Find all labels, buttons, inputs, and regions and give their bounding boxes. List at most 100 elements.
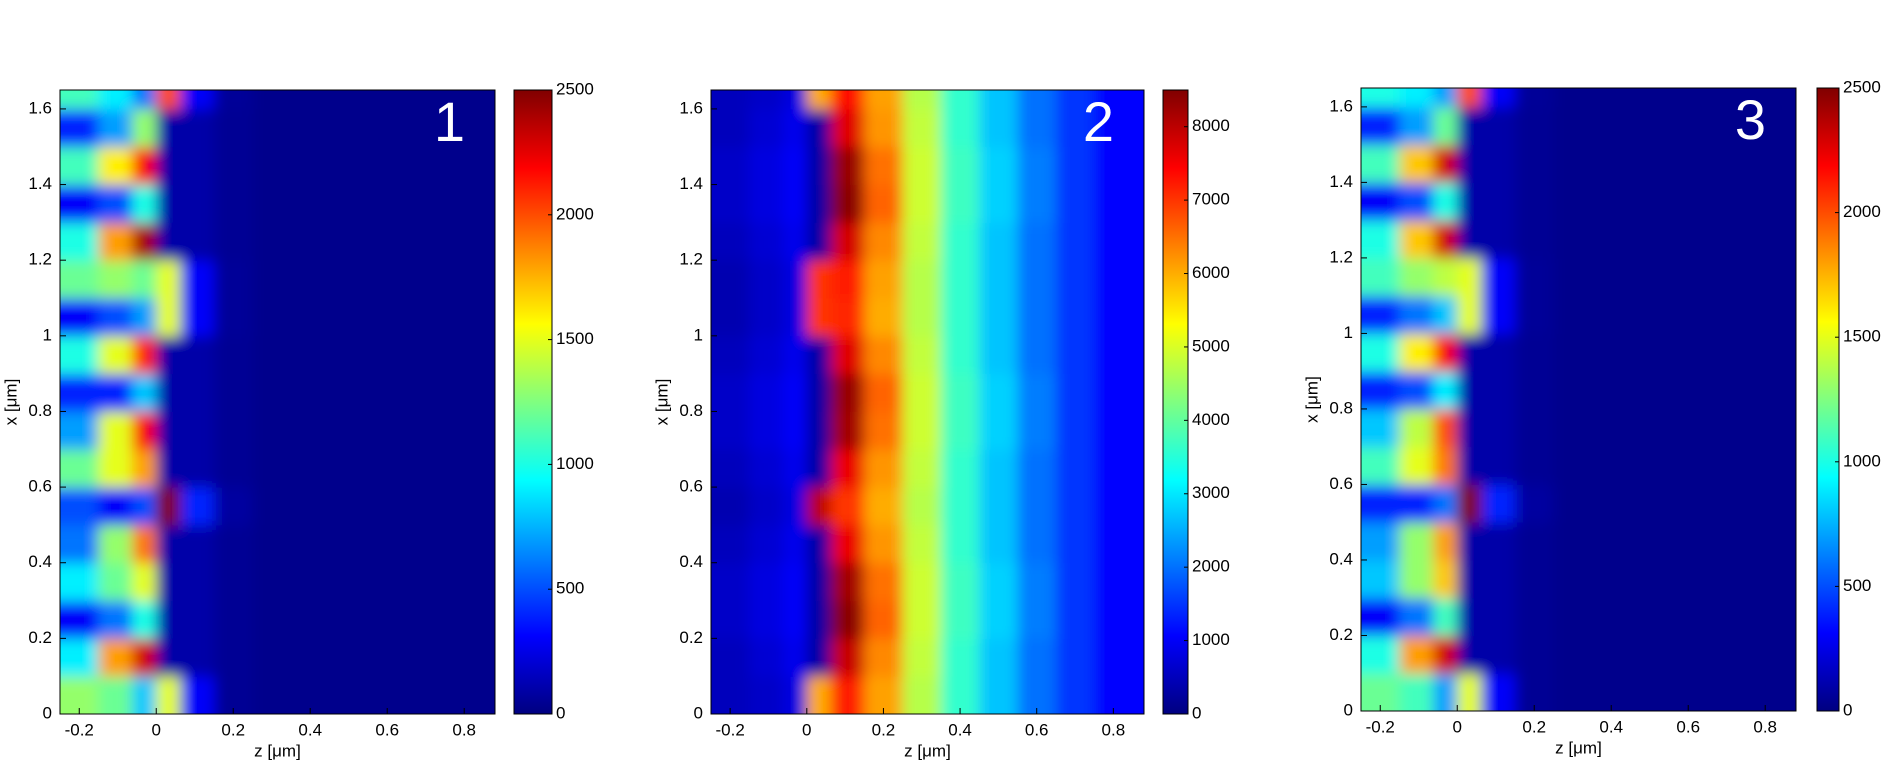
heatmap-cell: [1399, 408, 1434, 448]
heatmap-cell: [1591, 88, 1631, 108]
heatmap-cell: [1745, 88, 1796, 108]
heatmap-cell: [1591, 522, 1631, 561]
colorbar-tick-label: 1000: [1843, 451, 1881, 470]
heatmap-cell: [1433, 408, 1458, 448]
heatmap-cell: [1630, 333, 1670, 372]
heatmap-cell: [1481, 597, 1516, 636]
heatmap-cell: [749, 335, 784, 375]
heatmap-cell: [711, 90, 750, 110]
heatmap-cell: [406, 449, 446, 488]
heatmap-cell: [749, 449, 784, 488]
heatmap-cell: [1433, 673, 1458, 711]
heatmap-cell: [1553, 597, 1593, 636]
heatmap-cell: [1745, 257, 1796, 297]
heatmap-cell: [180, 524, 215, 564]
heatmap-cell: [1707, 484, 1747, 523]
heatmap-cell: [1055, 298, 1095, 337]
heatmap-cell: [1591, 182, 1631, 221]
heatmap-cell: [830, 638, 865, 677]
heatmap-cell: [444, 108, 495, 148]
heatmap-cell: [1707, 333, 1747, 372]
heatmap-cell: [290, 638, 330, 677]
heatmap-cell: [1553, 144, 1593, 183]
heatmap-cell: [1094, 335, 1144, 375]
heatmap-cell: [60, 487, 99, 526]
heatmap-cell: [711, 373, 750, 412]
heatmap-cell: [830, 373, 865, 412]
heatmap-cell: [444, 676, 495, 714]
heatmap-cell: [902, 335, 942, 375]
heatmap-cell: [444, 487, 495, 526]
heatmap-cell: [290, 260, 330, 299]
heatmap-cell: [1094, 260, 1144, 299]
heatmap-cell: [1745, 408, 1796, 448]
heatmap-cell: [367, 260, 407, 299]
heatmap-cell: [830, 335, 865, 375]
heatmap-cell: [213, 487, 253, 526]
heatmap-cell: [1457, 182, 1482, 221]
heatmap-cell: [1433, 446, 1458, 485]
heatmap-cell: [213, 449, 253, 488]
y-tick-label: 1.2: [1329, 247, 1353, 266]
heatmap-cell: [132, 449, 157, 488]
heatmap-cell: [132, 373, 157, 412]
heatmap-cell: [1055, 90, 1095, 110]
heatmap-cell: [1707, 182, 1747, 221]
heatmap-cell: [940, 449, 980, 488]
heatmap-cell: [1553, 673, 1593, 711]
heatmap-cell: [290, 562, 330, 602]
heatmap-cell: [60, 638, 99, 677]
y-tick-label: 0.2: [1329, 625, 1353, 644]
heatmap-cell: [1514, 408, 1554, 448]
x-tick-label: 0.2: [221, 720, 245, 739]
heatmap-cell: [1433, 635, 1458, 674]
heatmap: [60, 90, 495, 714]
heatmap-cell: [1094, 638, 1144, 677]
heatmap-cell: [830, 146, 865, 186]
heatmap-cell: [367, 524, 407, 564]
heatmap-cell: [782, 524, 808, 564]
heatmap-cell: [1399, 88, 1434, 108]
colorbar-tick-label: 8000: [1192, 116, 1230, 135]
heatmap-cell: [1553, 484, 1593, 523]
x-tick-label: -0.2: [716, 720, 745, 739]
heatmap-cell: [444, 260, 495, 299]
heatmap-cell: [1399, 257, 1434, 297]
heatmap-cell: [406, 676, 446, 714]
heatmap-cell: [1591, 673, 1631, 711]
heatmap-cell: [940, 298, 980, 337]
x-tick-label: 0.2: [1522, 717, 1546, 736]
heatmap-cell: [406, 524, 446, 564]
x-tick-label: 0.6: [1676, 717, 1700, 736]
heatmap-cell: [1017, 90, 1057, 110]
heatmap-cell: [979, 524, 1019, 564]
x-tick-label: 0: [802, 720, 811, 739]
heatmap-cell: [252, 260, 292, 299]
plot-frame: [710, 89, 1145, 715]
heatmap-cell: [1707, 88, 1747, 108]
heatmap-cell: [329, 411, 369, 450]
heatmap-cell: [864, 487, 904, 526]
colorbar-tick-label: 0: [1843, 700, 1852, 719]
heatmap-cell: [1094, 222, 1144, 261]
heatmap-cell: [864, 222, 904, 261]
heatmap-cell: [806, 600, 832, 639]
heatmap-cell: [830, 260, 865, 299]
heatmap-cell: [1514, 522, 1554, 561]
heatmap-cell: [1707, 408, 1747, 448]
heatmap-cell: [1433, 182, 1458, 221]
heatmap-cell: [979, 449, 1019, 488]
heatmap-cell: [782, 487, 808, 526]
heatmap-cell: [864, 638, 904, 677]
heatmap-cell: [1361, 144, 1400, 183]
heatmap-cell: [132, 222, 157, 261]
heatmap-cell: [406, 638, 446, 677]
heatmap-cell: [1433, 597, 1458, 636]
heatmap-cell: [806, 562, 832, 602]
heatmap-cell: [1017, 449, 1057, 488]
x-axis-label: z [μm]: [904, 741, 951, 760]
heatmap-cell: [940, 638, 980, 677]
heatmap-cell: [1591, 597, 1631, 636]
y-axis-label: x [μm]: [652, 379, 671, 426]
heatmap-cell: [1481, 257, 1516, 297]
